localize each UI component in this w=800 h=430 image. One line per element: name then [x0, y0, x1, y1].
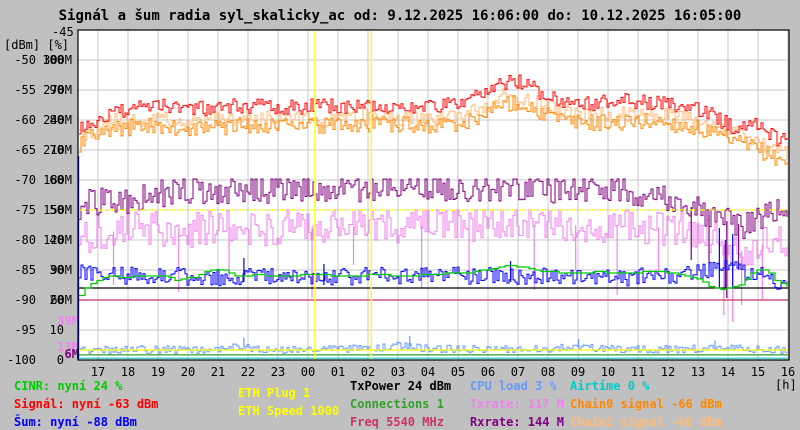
y-tick-pct: 100: [42, 53, 64, 67]
x-tick-hour: 13: [690, 365, 706, 379]
y-tick-rate: 300M: [43, 53, 72, 67]
x-tick-hour: 15: [750, 365, 766, 379]
y-tick-rate: 60M: [50, 293, 72, 307]
y-tick-pct: 10: [49, 323, 64, 337]
y-tick-pct: 20: [49, 293, 64, 307]
y-tick-pct: 0: [56, 353, 64, 367]
x-tick-hour: 19: [150, 365, 166, 379]
y-axis-top-label: -45: [52, 25, 74, 39]
x-tick-hour: 07: [510, 365, 526, 379]
y-tick-rate: 90M: [50, 263, 72, 277]
series-cpu-load: [79, 341, 788, 355]
y-tick-dbm: -85: [14, 263, 36, 277]
x-tick-hour: 04: [420, 365, 436, 379]
legend-item: ETH Speed 1000: [238, 404, 340, 418]
x-tick-hour: 10: [600, 365, 616, 379]
legend-item: Txrate: 117 M: [470, 397, 564, 411]
legend-item: Rxrate: 144 M: [470, 415, 564, 429]
x-tick-hour: 05: [450, 365, 466, 379]
series-cinr: [79, 264, 788, 297]
x-tick-hour: 00: [300, 365, 316, 379]
y-tick-rate: 120M: [43, 233, 72, 247]
x-tick-hour: 06: [480, 365, 496, 379]
legend-item: Šum: nyní -88 dBm: [14, 415, 137, 429]
y-tick-rate: 270M: [43, 83, 72, 97]
x-tick-hour: 22: [240, 365, 256, 379]
x-tick-hour: 17: [90, 365, 106, 379]
series-txrate: [79, 209, 788, 270]
x-tick-hour: 08: [540, 365, 556, 379]
y-tick-dbm: -90: [14, 293, 36, 307]
series-chain0-signal: [79, 95, 788, 166]
x-axis-unit-label: [h]: [775, 378, 797, 392]
legend-item: TxPower 24 dBm: [350, 379, 452, 393]
y-tick-pct: 50: [49, 203, 64, 217]
x-tick-hour: 12: [660, 365, 676, 379]
legend-item: CPU load 3 %: [470, 379, 557, 393]
graph-title: Signál a šum radia syl_skalicky_ac od: 9…: [58, 8, 742, 24]
x-tick-hour: 01: [330, 365, 346, 379]
x-tick-hour: 18: [120, 365, 136, 379]
y-tick-dbm: -50: [14, 53, 36, 67]
y-tick-rate: 150M: [43, 203, 72, 217]
rate-marker-label: 6M: [64, 347, 79, 361]
y-tick-rate: 240M: [43, 113, 72, 127]
legend-item: Freq 5540 MHz: [350, 415, 444, 429]
y-tick-pct: 40: [49, 233, 64, 247]
y-tick-pct: 30: [49, 263, 64, 277]
y-tick-pct: 80: [49, 113, 64, 127]
legend-item: ETH Plug 1: [238, 386, 311, 400]
legend-item: Chain0 signal -66 dBm: [570, 397, 722, 411]
series-signal: [79, 74, 788, 147]
series-chain1-signal: [79, 88, 788, 161]
x-tick-hour: 14: [720, 365, 736, 379]
x-tick-hour: 03: [390, 365, 406, 379]
y-tick-dbm: -75: [14, 203, 36, 217]
y-tick-dbm: -60: [14, 113, 36, 127]
x-tick-hour: 23: [270, 365, 286, 379]
legend-item: Signál: nyní -63 dBm: [14, 397, 159, 411]
y-tick-dbm: -80: [14, 233, 36, 247]
legend-item: Airtime 0 %: [570, 379, 650, 393]
x-tick-hour: 16: [780, 365, 796, 379]
x-tick-hour: 02: [360, 365, 376, 379]
y-tick-dbm: -65: [14, 143, 36, 157]
rate-marker-label: 13M: [57, 340, 79, 354]
y-tick-dbm: -100: [7, 353, 36, 367]
x-tick-hour: 21: [210, 365, 226, 379]
legend-item: Chain1 signal -66 dBm: [570, 415, 722, 429]
x-tick-hour: 20: [180, 365, 196, 379]
legend-item: Connections 1: [350, 397, 444, 411]
legend-item: CINR: nyní 24 %: [14, 379, 123, 393]
y-tick-dbm: -95: [14, 323, 36, 337]
plot-border: [77, 29, 790, 361]
rate-marker-label: 39M: [57, 314, 79, 328]
y-tick-pct: 90: [49, 83, 64, 97]
y-tick-rate: 210M: [43, 143, 72, 157]
x-tick-hour: 09: [570, 365, 586, 379]
y-tick-pct: 60: [49, 173, 64, 187]
y-tick-dbm: -70: [14, 173, 36, 187]
series-rxrate: [79, 178, 788, 239]
y-axis-units-label: [dBm] [%]: [4, 38, 70, 52]
y-tick-pct: 70: [49, 143, 64, 157]
y-tick-rate: 180M: [43, 173, 72, 187]
x-tick-hour: 11: [630, 365, 646, 379]
y-tick-dbm: -55: [14, 83, 36, 97]
